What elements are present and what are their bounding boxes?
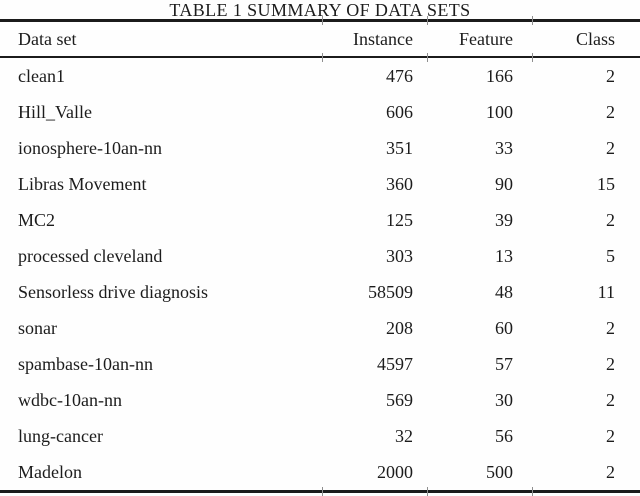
column-divider-tick xyxy=(322,487,323,496)
column-divider-tick xyxy=(322,16,323,25)
cell-dataset: ionosphere-10an-nn xyxy=(18,137,162,158)
column-divider-tick xyxy=(427,16,428,25)
cell-instance: 303 xyxy=(386,245,413,266)
column-divider-tick xyxy=(427,53,428,62)
cell-dataset: processed cleveland xyxy=(18,245,163,266)
cell-class: 2 xyxy=(606,101,615,122)
column-divider-tick xyxy=(322,53,323,62)
column-divider-tick xyxy=(532,53,533,62)
cell-instance: 208 xyxy=(386,317,413,338)
cell-instance: 360 xyxy=(386,173,413,194)
cell-class: 2 xyxy=(606,65,615,86)
table-row: Madelon 2000 500 2 xyxy=(0,454,640,490)
table-row: wdbc-10an-nn 569 30 2 xyxy=(0,382,640,418)
cell-class: 11 xyxy=(597,281,615,302)
cell-feature: 90 xyxy=(495,173,513,194)
cell-dataset: clean1 xyxy=(18,65,65,86)
table-row: clean1 476 166 2 xyxy=(0,58,640,94)
table-row: MC2 125 39 2 xyxy=(0,202,640,238)
table-row: Sensorless drive diagnosis 58509 48 11 xyxy=(0,274,640,310)
cell-class: 2 xyxy=(606,461,615,482)
cell-class: 2 xyxy=(606,209,615,230)
column-header-feature: Feature xyxy=(459,28,513,49)
cell-class: 5 xyxy=(606,245,615,266)
column-divider-tick xyxy=(532,16,533,25)
column-header-dataset: Data set xyxy=(18,28,77,49)
cell-feature: 30 xyxy=(495,389,513,410)
cell-dataset: spambase-10an-nn xyxy=(18,353,153,374)
table-caption: TABLE 1 SUMMARY OF DATA SETS xyxy=(169,0,471,20)
cell-instance: 569 xyxy=(386,389,413,410)
cell-instance: 606 xyxy=(386,101,413,122)
column-header-class: Class xyxy=(575,28,615,49)
cell-dataset: lung-cancer xyxy=(18,425,103,446)
cell-feature: 500 xyxy=(486,461,513,482)
cell-feature: 39 xyxy=(495,209,513,230)
cell-instance: 4597 xyxy=(377,353,413,374)
cell-feature: 166 xyxy=(486,65,513,86)
table-row: processed cleveland 303 13 5 xyxy=(0,238,640,274)
cell-instance: 476 xyxy=(386,65,413,86)
cell-instance: 32 xyxy=(395,425,413,446)
cell-instance: 351 xyxy=(386,137,413,158)
cell-dataset: wdbc-10an-nn xyxy=(18,389,122,410)
cell-dataset: MC2 xyxy=(18,209,56,230)
table-body: clean1 476 166 2 Hill_Valle 606 100 2 io… xyxy=(0,58,640,490)
cell-dataset: Sensorless drive diagnosis xyxy=(18,281,208,302)
cell-class: 2 xyxy=(606,353,615,374)
table-header-row: Data set Instance Feature Class xyxy=(0,22,640,56)
cell-feature: 56 xyxy=(495,425,513,446)
cell-feature: 60 xyxy=(495,317,513,338)
cell-instance: 58509 xyxy=(368,281,413,302)
table-row: ionosphere-10an-nn 351 33 2 xyxy=(0,130,640,166)
cell-instance: 2000 xyxy=(377,461,413,482)
cell-dataset: Libras Movement xyxy=(18,173,147,194)
cell-feature: 48 xyxy=(495,281,513,302)
cell-class: 2 xyxy=(606,317,615,338)
cell-instance: 125 xyxy=(386,209,413,230)
column-divider-tick xyxy=(532,487,533,496)
table-row: Libras Movement 360 90 15 xyxy=(0,166,640,202)
cell-dataset: sonar xyxy=(18,317,57,338)
column-divider-tick xyxy=(427,487,428,496)
cell-dataset: Hill_Valle xyxy=(18,101,92,122)
cell-dataset: Madelon xyxy=(18,461,82,482)
table-row: sonar 208 60 2 xyxy=(0,310,640,346)
cell-class: 15 xyxy=(597,173,615,194)
cell-class: 2 xyxy=(606,137,615,158)
table-row: lung-cancer 32 56 2 xyxy=(0,418,640,454)
cell-feature: 100 xyxy=(486,101,513,122)
table-bottom-rule xyxy=(0,487,640,496)
cell-feature: 13 xyxy=(495,245,513,266)
cell-class: 2 xyxy=(606,425,615,446)
cell-feature: 33 xyxy=(495,137,513,158)
table-row: spambase-10an-nn 4597 57 2 xyxy=(0,346,640,382)
table-row: Hill_Valle 606 100 2 xyxy=(0,94,640,130)
table-header-rule xyxy=(0,53,640,62)
cell-feature: 57 xyxy=(495,353,513,374)
table-top-rule xyxy=(0,16,640,25)
column-header-instance: Instance xyxy=(353,28,413,49)
cell-class: 2 xyxy=(606,389,615,410)
